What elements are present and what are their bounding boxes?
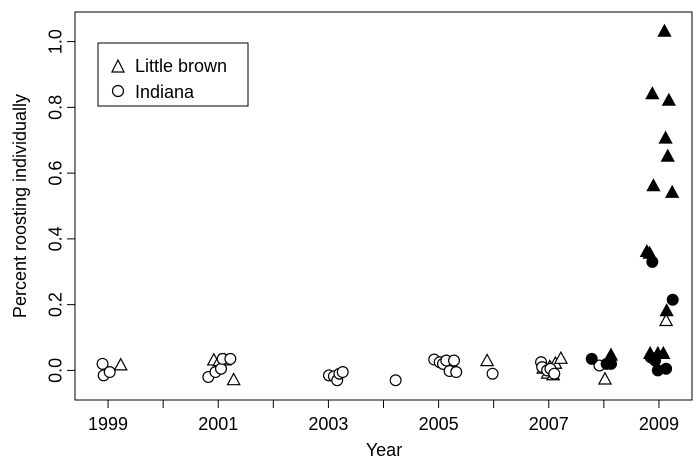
- legend: Little brown Indiana: [97, 42, 249, 107]
- little-brown-point: [656, 345, 671, 359]
- little-brown-point: [659, 303, 674, 317]
- indiana-point: [389, 374, 402, 387]
- x-axis-tick-label: 2009: [639, 414, 679, 434]
- x-axis-tick-label: 2007: [529, 414, 569, 434]
- little-brown-point: [646, 178, 661, 192]
- indiana-point: [486, 367, 499, 380]
- legend-marker-little-brown: [111, 58, 125, 73]
- y-axis-tick-label: 0.6: [46, 161, 66, 186]
- legend-label-indiana: Indiana: [135, 82, 195, 102]
- legend-box: [97, 42, 249, 107]
- indiana-point: [585, 352, 598, 365]
- little-brown-point: [660, 148, 675, 162]
- data-points: [96, 23, 680, 387]
- x-axis-tick-label: 2003: [308, 414, 348, 434]
- little-brown-point: [665, 184, 680, 198]
- little-brown-point: [553, 350, 569, 364]
- little-brown-point: [657, 23, 672, 37]
- indiana-point: [103, 366, 116, 379]
- y-axis-tick-label: 0.8: [46, 95, 66, 120]
- x-axis-tick-label: 2001: [198, 414, 238, 434]
- indiana-point: [214, 362, 227, 375]
- indiana-point: [666, 293, 679, 306]
- indiana-point: [548, 367, 561, 380]
- indiana-point: [96, 357, 109, 370]
- x-axis-title: Year: [366, 440, 402, 460]
- indiana-point: [448, 354, 461, 367]
- y-axis: 0.0 0.2 0.4 0.6 0.8 1.0: [46, 29, 75, 383]
- little-brown-point: [479, 353, 495, 367]
- indiana-point: [224, 352, 237, 365]
- legend-label-little-brown: Little brown: [135, 56, 227, 76]
- little-brown-point: [645, 86, 660, 100]
- little-brown-point: [113, 357, 128, 371]
- y-axis-tick-label: 0.4: [46, 226, 66, 251]
- indiana-point: [336, 366, 349, 379]
- indiana-point: [644, 351, 657, 364]
- little-brown-point: [226, 372, 241, 386]
- indiana-point: [605, 357, 618, 370]
- indiana-point: [646, 255, 659, 268]
- little-brown-point: [597, 371, 613, 385]
- little-brown-point: [661, 92, 676, 106]
- indiana-point: [660, 362, 673, 375]
- little-brown-point: [658, 130, 673, 144]
- legend-marker-indiana: [111, 84, 125, 98]
- y-axis-tick-label: 0.2: [46, 292, 66, 317]
- little-brown-point: [658, 313, 674, 327]
- y-axis-title: Percent roosting individually: [10, 94, 30, 318]
- x-axis-tick-label: 1999: [88, 414, 128, 434]
- y-axis-tick-label: 0.0: [46, 358, 66, 383]
- indiana-point: [450, 366, 463, 379]
- x-axis: 1999 2001 2003 2005 2007 2009: [88, 400, 679, 434]
- y-axis-tick-label: 1.0: [46, 29, 66, 54]
- x-axis-tick-label: 2005: [419, 414, 459, 434]
